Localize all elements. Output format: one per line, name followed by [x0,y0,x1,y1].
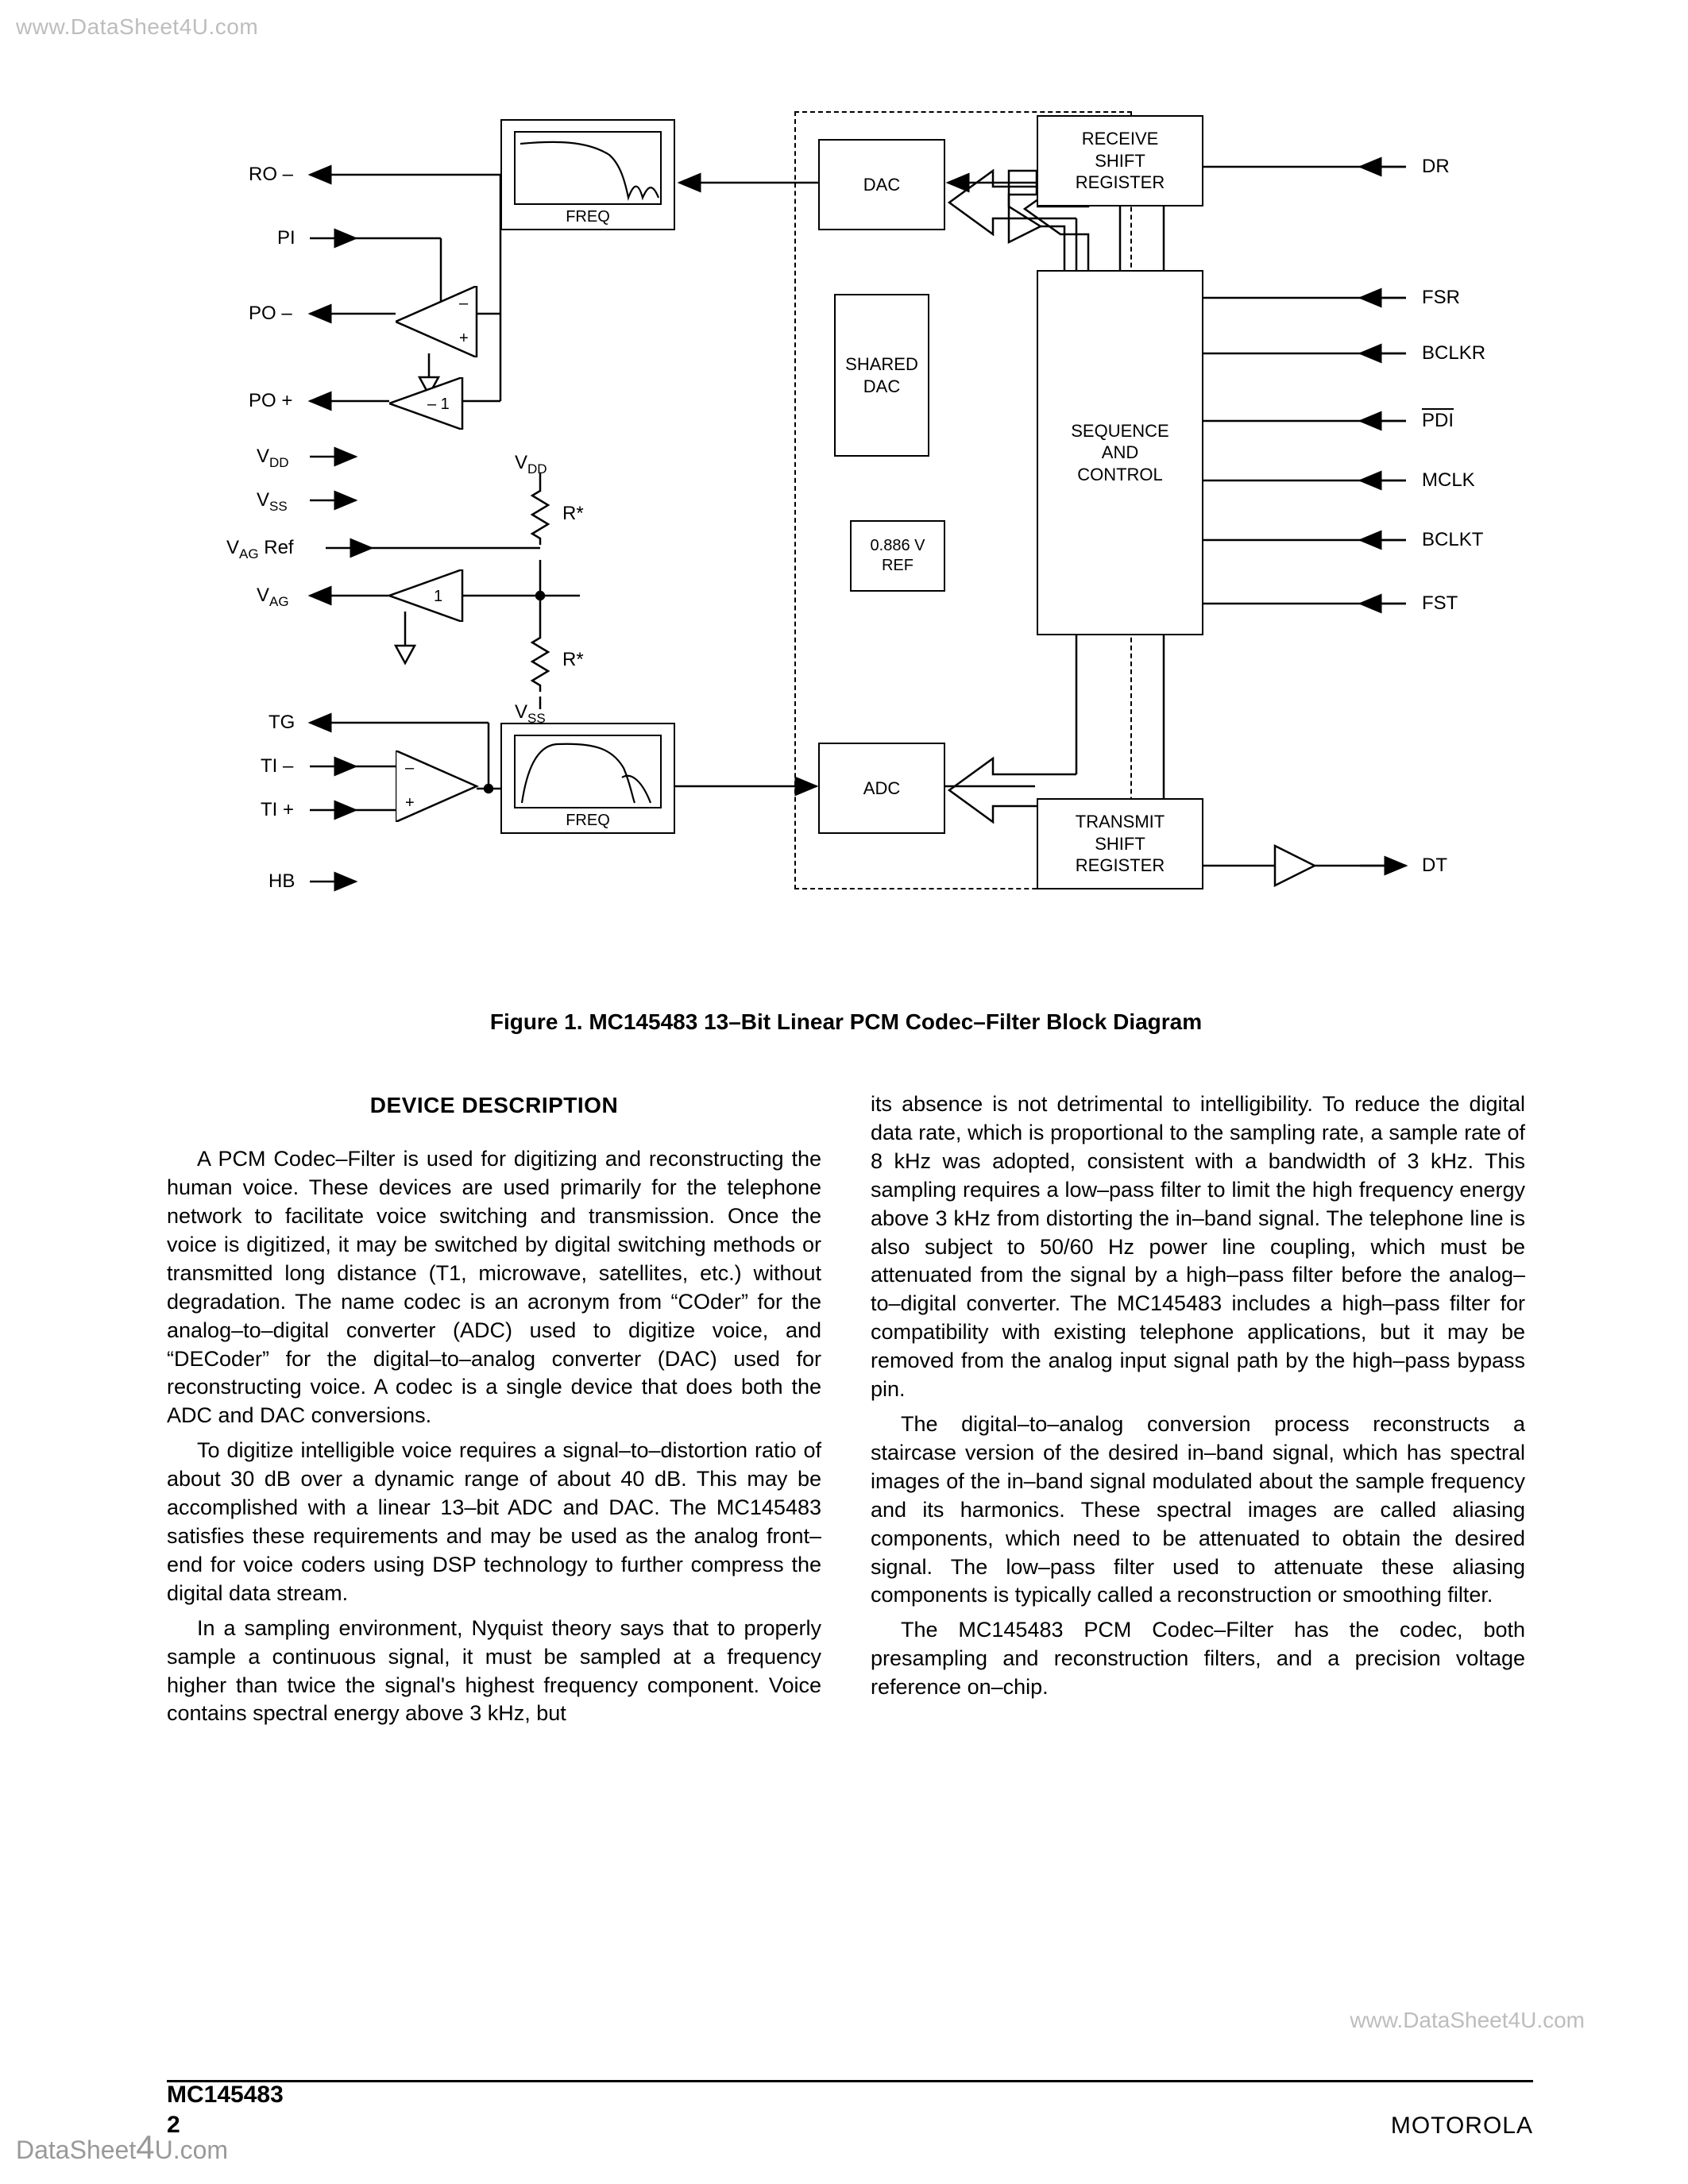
page-footer: MC145483 2 MOTOROLA [167,2080,1533,2140]
label-r-top: R* [562,503,584,525]
pin-tg: TG [268,712,295,734]
pin-hb: HB [268,870,295,893]
para: its absence is not detrimental to intell… [871,1090,1525,1404]
text-columns: DEVICE DESCRIPTION A PCM Codec–Filter is… [167,1090,1525,1734]
pin-po-plus: PO + [249,390,292,412]
opamp-ti: –+ [396,751,479,822]
pin-bclkr: BCLKR [1422,342,1485,365]
para: In a sampling environment, Nyquist theor… [167,1615,821,1729]
pin-pi: PI [277,227,295,249]
pin-dt: DT [1422,855,1447,877]
svg-text:–: – [459,295,469,312]
pin-vag-ref: VAG Ref [226,537,294,562]
column-left: DEVICE DESCRIPTION A PCM Codec–Filter is… [167,1090,821,1734]
pin-ti-plus: TI + [261,799,294,821]
pin-vdd: VDD [257,446,289,471]
pin-pdi: PDI [1422,410,1454,432]
rx-shift-register-block: RECEIVE SHIFT REGISTER [1037,115,1203,206]
column-right: its absence is not detrimental to intell… [871,1090,1525,1734]
pin-ro-minus: RO – [249,164,293,186]
para: The MC145483 PCM Codec–Filter has the co… [871,1616,1525,1702]
pin-fst: FST [1422,592,1458,615]
pin-fsr: FSR [1422,287,1460,309]
footer-vendor: MOTOROLA [1391,2113,1533,2140]
sequence-control-block: SEQUENCE AND CONTROL [1037,270,1203,635]
footer-page-number: 2 [167,2110,284,2140]
buffer-minus1: – 1 [389,377,465,430]
pin-vag: VAG [257,585,289,610]
pin-vss: VSS [257,489,288,515]
freq-block-tx: FREQ [500,723,675,834]
footer-part-number: MC145483 [167,2080,284,2110]
shared-dac-block: SHARED DAC [834,294,929,457]
buffer-vag: 1 [389,569,465,622]
tx-shift-register-block: TRANSMIT SHIFT REGISTER [1037,798,1203,889]
adc-block: ADC [818,743,945,834]
block-diagram: FREQ FREQ DAC ADC SHARED DAC 0.886 V REF… [167,115,1525,981]
pin-mclk: MCLK [1422,469,1475,492]
figure-caption: Figure 1. MC145483 13–Bit Linear PCM Cod… [167,1009,1525,1035]
pin-po-minus: PO – [249,303,292,325]
svg-text:+: + [405,794,415,812]
label-vss-internal: VSS [515,701,546,727]
para: To digitize intelligible voice requires … [167,1437,821,1607]
pin-ti-minus: TI – [261,755,293,778]
watermark-bottom-right: www.DataSheet4U.com [1350,2008,1585,2033]
section-heading: DEVICE DESCRIPTION [167,1090,821,1120]
freq-block-rx: FREQ [500,119,675,230]
ref-block: 0.886 V REF [850,520,945,592]
page-content: FREQ FREQ DAC ADC SHARED DAC 0.886 V REF… [167,115,1525,1734]
para: The digital–to–analog conversion process… [871,1410,1525,1610]
dac-block: DAC [818,139,945,230]
svg-text:–: – [405,759,415,777]
pin-dr: DR [1422,156,1450,178]
watermark-top-left: www.DataSheet4U.com [16,14,258,40]
label-r-bot: R* [562,649,584,671]
opamp-po: –+ [396,286,479,357]
svg-text:+: + [459,330,469,347]
minus1-label: – 1 [427,396,450,413]
label-vdd-internal: VDD [515,452,547,477]
pin-bclkt: BCLKT [1422,529,1483,551]
svg-text:1: 1 [434,588,442,605]
para: A PCM Codec–Filter is used for digitizin… [167,1145,821,1430]
